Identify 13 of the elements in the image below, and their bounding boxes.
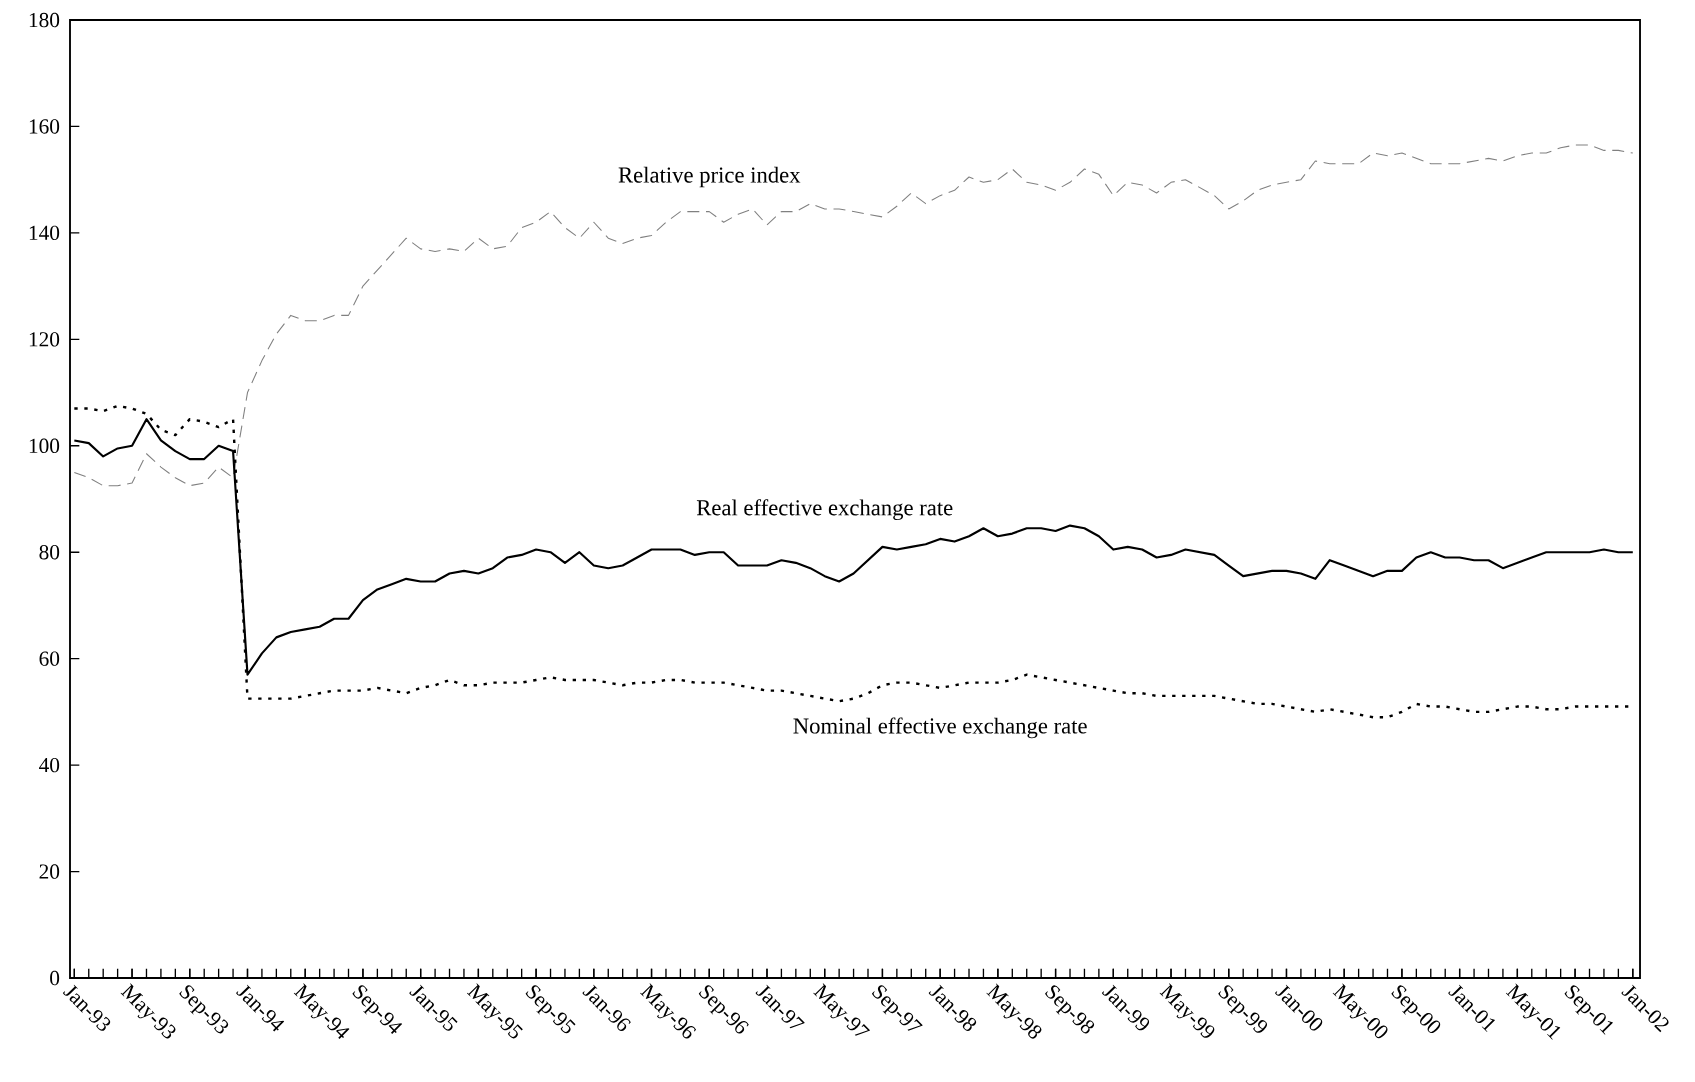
y-tick-label: 140 (29, 225, 60, 241)
y-tick-label: 160 (29, 119, 60, 134)
y-tick-label: 0 (50, 970, 60, 986)
y-tick-label: 180 (29, 12, 60, 28)
y-tick-label: 100 (29, 438, 60, 453)
series-label: Nominal effective exchange rate (793, 717, 1087, 739)
series-label: Real effective exchange rate (696, 499, 953, 521)
series-label: Relative price index (618, 166, 801, 188)
y-tick-label: 80 (39, 545, 60, 560)
y-tick-label: 40 (39, 757, 60, 773)
y-tick-label: 60 (39, 651, 60, 666)
y-tick-label: 20 (39, 864, 60, 879)
y-tick-label: 120 (29, 332, 60, 347)
